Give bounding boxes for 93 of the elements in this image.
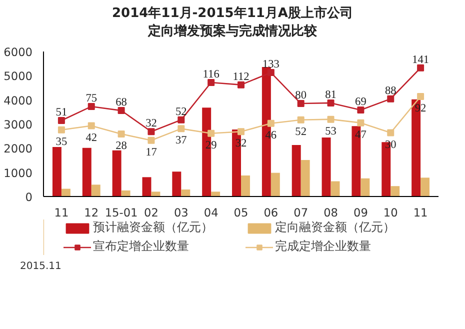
bar bbox=[211, 192, 220, 196]
bar bbox=[300, 160, 310, 196]
x-tick-label: 03 bbox=[174, 206, 188, 220]
bar bbox=[121, 190, 130, 196]
x-tick-label: 06 bbox=[264, 206, 278, 220]
point bbox=[88, 122, 95, 130]
data-label: 81 bbox=[325, 88, 336, 101]
point bbox=[267, 69, 274, 76]
point bbox=[118, 107, 125, 114]
y-tick-label: 0 bbox=[25, 190, 33, 204]
bar bbox=[360, 178, 370, 196]
title: 2014年11月-2015年11月A股上市公司定向增发预案与完成情况比较 bbox=[110, 5, 354, 41]
bar bbox=[151, 192, 160, 196]
bar bbox=[142, 177, 152, 196]
y-tick-label: 4000 bbox=[4, 93, 33, 108]
point bbox=[387, 95, 394, 102]
point bbox=[297, 100, 304, 108]
x-tick-label: 02 bbox=[144, 206, 158, 220]
legend-label: 宣布定增企业数量 bbox=[93, 238, 190, 255]
point bbox=[267, 120, 274, 127]
bar bbox=[82, 148, 92, 196]
point bbox=[148, 128, 155, 136]
y-tick-label: 5000 bbox=[4, 69, 33, 84]
point bbox=[417, 93, 424, 100]
bar bbox=[292, 145, 301, 196]
point bbox=[327, 116, 334, 123]
data-label: 42 bbox=[86, 132, 98, 144]
bar bbox=[172, 172, 182, 196]
bar bbox=[322, 138, 331, 196]
point bbox=[118, 130, 125, 138]
data-label: 52 bbox=[295, 126, 307, 138]
y-tick-label: 2000 bbox=[4, 142, 33, 156]
x-tick-label: 04 bbox=[204, 206, 218, 220]
bar bbox=[91, 184, 100, 196]
legend-label: 定向融资金额（亿元） bbox=[275, 219, 396, 236]
data-label: 17 bbox=[146, 146, 158, 158]
point bbox=[357, 106, 364, 114]
data-label: 133 bbox=[262, 58, 280, 71]
data-label: 51 bbox=[56, 106, 68, 118]
point bbox=[148, 136, 155, 144]
data-label: 75 bbox=[86, 92, 98, 104]
point bbox=[417, 64, 424, 72]
data-label: 37 bbox=[175, 134, 188, 147]
bar bbox=[52, 146, 62, 196]
legend-label: 完成定增企业数量 bbox=[275, 238, 372, 255]
text: 2015.11 bbox=[20, 260, 62, 274]
x-tick-label: 15-01 bbox=[104, 206, 138, 220]
point bbox=[58, 126, 65, 134]
point bbox=[58, 116, 65, 124]
bar bbox=[112, 150, 122, 196]
point bbox=[178, 116, 185, 124]
y-tick-label: 6000 bbox=[4, 45, 33, 59]
data-label: 88 bbox=[384, 84, 397, 97]
data-label: 141 bbox=[412, 54, 430, 66]
data-label: 32 bbox=[235, 138, 247, 150]
y-tick-label: 1000 bbox=[4, 166, 33, 180]
data-label: 28 bbox=[116, 140, 128, 152]
x-tick-label: 07 bbox=[294, 206, 308, 220]
point bbox=[208, 78, 215, 86]
x-tick-label: 05 bbox=[234, 206, 248, 220]
data-label: 116 bbox=[202, 68, 220, 80]
data-label: 52 bbox=[175, 106, 188, 118]
data-label: 69 bbox=[355, 96, 367, 108]
bar bbox=[420, 178, 430, 196]
bar bbox=[181, 189, 190, 196]
x-tick-label: 08 bbox=[324, 206, 338, 220]
point bbox=[297, 116, 304, 124]
data-label: 32 bbox=[146, 118, 158, 130]
data-label: 35 bbox=[56, 136, 68, 148]
x-tick-label: 09 bbox=[353, 206, 368, 220]
point bbox=[208, 130, 215, 137]
bar bbox=[61, 188, 70, 196]
bar bbox=[241, 175, 250, 196]
point bbox=[238, 128, 244, 136]
x-tick-label: 12 bbox=[84, 206, 99, 220]
data-label: 112 bbox=[232, 70, 250, 83]
data-label: 68 bbox=[116, 96, 128, 109]
x-tick-label: 11 bbox=[413, 206, 428, 220]
bar bbox=[270, 172, 280, 196]
point bbox=[387, 129, 394, 136]
x-tick-label: 10 bbox=[383, 206, 398, 220]
point bbox=[178, 125, 185, 132]
bar bbox=[390, 186, 400, 196]
bar bbox=[330, 181, 340, 196]
point bbox=[357, 119, 364, 126]
data-label: 53 bbox=[325, 125, 337, 138]
legend-label: 预计融资金额（亿元） bbox=[93, 219, 214, 236]
data-label: 80 bbox=[295, 90, 307, 102]
y-tick-label: 3000 bbox=[4, 118, 33, 132]
point bbox=[327, 99, 334, 106]
point bbox=[238, 81, 244, 88]
point bbox=[88, 102, 95, 110]
x-tick-label: 11 bbox=[54, 206, 69, 220]
